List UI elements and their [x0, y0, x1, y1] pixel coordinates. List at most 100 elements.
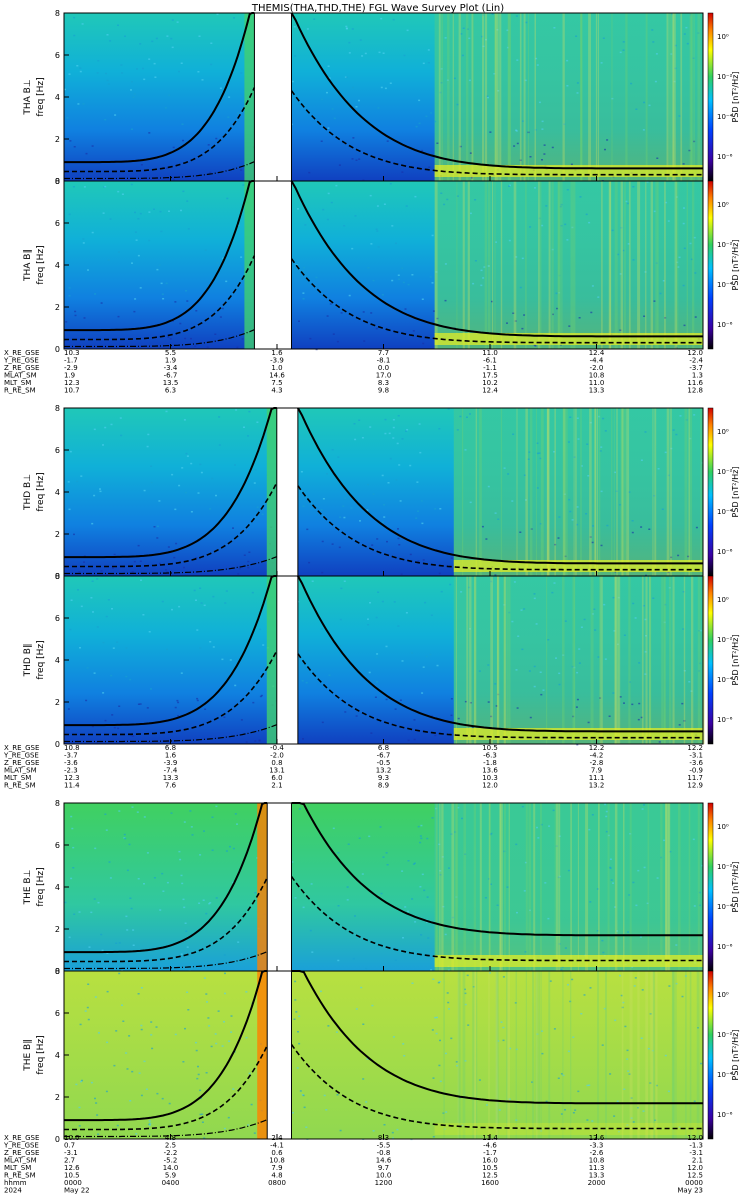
- colorbar: [707, 575, 714, 745]
- spectrogram-speckle: [445, 1052, 447, 1055]
- spectrogram-speckle: [137, 218, 140, 220]
- spectrogram-speckle: [480, 284, 483, 287]
- ephem-value: -1.3: [689, 1142, 703, 1150]
- spectrogram-streak: [494, 181, 496, 349]
- spectrogram-speckle: [405, 612, 408, 614]
- ephem-value: -1.7: [64, 357, 78, 365]
- spectrogram-streak: [570, 803, 572, 971]
- spectrogram-speckle: [699, 629, 702, 632]
- spectrogram-speckle: [228, 1040, 231, 1042]
- y-tick-label: 0: [55, 967, 60, 976]
- spectrogram-speckle: [309, 337, 312, 340]
- spectrogram-speckle: [156, 537, 159, 539]
- ephem-value: 7.5: [271, 379, 282, 387]
- spectrogram-streak: [503, 803, 506, 971]
- spectrogram-speckle: [234, 813, 237, 815]
- spectrogram-speckle: [222, 257, 225, 260]
- time-row-label: 2024: [4, 1187, 22, 1195]
- spectrogram-streak: [668, 803, 670, 971]
- spectrogram-speckle: [527, 458, 530, 460]
- spectrogram-speckle: [146, 445, 149, 448]
- spectrogram-speckle: [481, 525, 484, 528]
- spectrogram-speckle: [637, 718, 640, 721]
- spectrogram-speckle: [675, 944, 678, 946]
- spectrogram-speckle: [232, 527, 234, 529]
- spectrogram-speckle: [84, 1010, 87, 1012]
- spectrogram-speckle: [167, 336, 170, 338]
- spectrogram-speckle: [628, 894, 631, 896]
- spectrogram-speckle: [182, 139, 184, 142]
- spectrogram-speckle: [444, 299, 447, 302]
- spectrogram-speckle: [389, 183, 392, 185]
- y-tick-label: 4: [55, 1051, 60, 1060]
- spectrogram-streak: [497, 576, 499, 744]
- spectrogram-streak: [469, 576, 472, 744]
- spectrogram-speckle: [605, 815, 608, 818]
- spectrogram-speckle: [336, 340, 339, 343]
- spectrogram-speckle: [147, 741, 150, 743]
- spectrogram-speckle: [343, 516, 346, 519]
- spectrogram-speckle: [253, 482, 256, 484]
- spectrogram-speckle: [139, 560, 142, 562]
- spectrogram-speckle: [566, 85, 569, 87]
- colorbar-tick-label: 10⁻⁶: [717, 716, 733, 724]
- spectrogram-speckle: [630, 1097, 633, 1099]
- spectrogram-speckle: [397, 537, 400, 540]
- spectrogram-speckle: [137, 544, 140, 547]
- spectrogram-speckle: [494, 683, 497, 685]
- spectrogram-streak: [529, 408, 533, 576]
- y-tick-label: 8: [55, 967, 60, 976]
- spectrogram-speckle: [462, 27, 465, 29]
- spectrogram-speckle: [515, 843, 518, 846]
- y-tick-label: 4: [55, 883, 60, 892]
- spectrogram-speckle: [151, 40, 154, 43]
- spectrogram-speckle: [413, 862, 416, 864]
- spectrogram-speckle: [331, 108, 334, 110]
- spectrogram-speckle: [302, 1094, 305, 1097]
- spectrogram-speckle: [486, 95, 489, 97]
- spectrogram-speckle: [496, 29, 499, 31]
- spectrogram-speckle: [583, 994, 586, 996]
- spectrogram-speckle: [107, 599, 110, 601]
- spectrogram-speckle: [297, 208, 299, 210]
- spectrogram-speckle: [216, 262, 219, 264]
- spectrogram-speckle: [544, 882, 547, 884]
- spectrogram-streak: [461, 408, 464, 576]
- y-tick-label: 4: [55, 261, 60, 270]
- ephem-value: -3.1: [64, 1149, 78, 1157]
- spectrogram-speckle: [468, 586, 471, 589]
- ephem-value: -2.4: [689, 357, 703, 365]
- spectrogram-speckle: [439, 1080, 442, 1083]
- spectrogram-speckle: [448, 867, 450, 869]
- spectrogram-speckle: [130, 734, 133, 737]
- spectrogram-speckle: [340, 312, 343, 314]
- spectrogram-speckle: [478, 1079, 481, 1081]
- spectrogram-speckle: [419, 886, 422, 888]
- spectrogram-streak: [600, 576, 603, 744]
- spectrogram-speckle: [102, 641, 105, 644]
- ephem-value: -6.7: [377, 752, 391, 760]
- spectrogram-speckle: [464, 988, 466, 991]
- spectrogram-speckle: [139, 212, 142, 215]
- spectrogram-speckle: [466, 416, 468, 418]
- colorbar-tick-label: 10⁻⁶: [717, 153, 733, 161]
- time-value: 0000: [685, 1179, 703, 1187]
- spectrogram-speckle: [111, 567, 114, 569]
- spectrogram-streak: [462, 971, 466, 1139]
- spectrogram-speckle: [174, 1033, 177, 1036]
- colorbar-tick-label: 10⁰: [717, 823, 729, 831]
- spectrogram-streak: [480, 408, 482, 576]
- spectrogram-speckle: [667, 571, 670, 574]
- spectrogram-speckle: [619, 696, 622, 698]
- spectrogram-speckle: [68, 287, 71, 289]
- spectrogram-speckle: [182, 1061, 185, 1063]
- spectrogram-speckle: [622, 249, 625, 252]
- spectrogram-speckle: [327, 65, 330, 67]
- spectrogram-speckle: [238, 567, 241, 570]
- spectrogram-speckle: [196, 699, 199, 702]
- spectrogram-speckle: [675, 982, 678, 985]
- ephem-value: -3.4: [164, 364, 178, 372]
- spectrogram-speckle: [397, 415, 400, 417]
- spectrogram-speckle: [579, 196, 582, 198]
- spectrogram-speckle: [541, 1052, 544, 1055]
